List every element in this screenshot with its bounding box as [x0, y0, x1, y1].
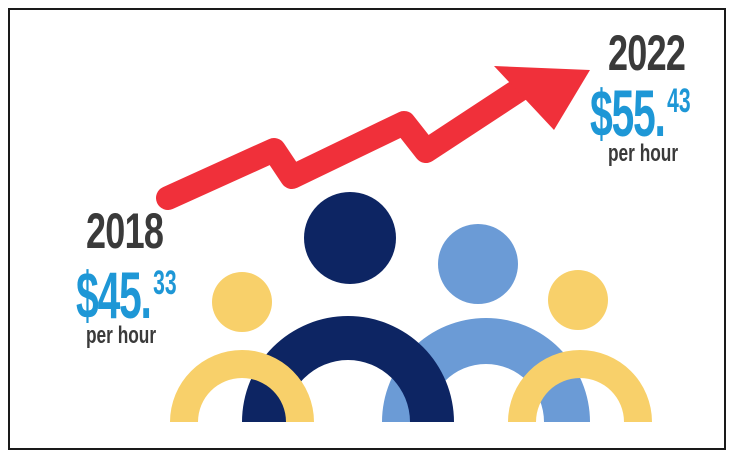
start-wage-cents: 33 — [153, 264, 177, 302]
person-yellow-left-head — [212, 272, 272, 332]
person-yellow-right-head — [548, 270, 608, 330]
arrow-head — [494, 66, 590, 130]
person-yellow-right-body — [508, 350, 652, 422]
stat-2018: 2018 $45.33 per hour — [76, 206, 238, 348]
end-hourly-wage: $55.43 — [590, 80, 691, 146]
person-navy-body — [242, 316, 454, 422]
wage-growth-illustration — [156, 66, 652, 422]
start-hourly-wage: $45.33 — [76, 262, 177, 328]
end-year: 2022 — [608, 25, 686, 81]
end-wage-unit: per hour — [608, 140, 679, 167]
end-wage-dollars: $55. — [590, 76, 666, 150]
infographic-frame: 2018 $45.33 per hour 2022 $55.43 per hou… — [8, 8, 726, 450]
person-navy-head — [304, 192, 396, 284]
end-wage-cents: 43 — [667, 82, 691, 120]
person-yellow-left-body — [170, 350, 314, 422]
person-light-blue-head — [438, 224, 518, 304]
start-wage-dollars: $45. — [76, 258, 152, 332]
start-wage-unit: per hour — [86, 322, 157, 349]
start-year: 2018 — [86, 203, 164, 259]
upward-trend-arrow-icon — [156, 66, 590, 210]
arrow-shaft — [156, 76, 534, 210]
stat-2022: 2022 $55.43 per hour — [590, 25, 724, 167]
people-group-icon — [170, 192, 652, 422]
